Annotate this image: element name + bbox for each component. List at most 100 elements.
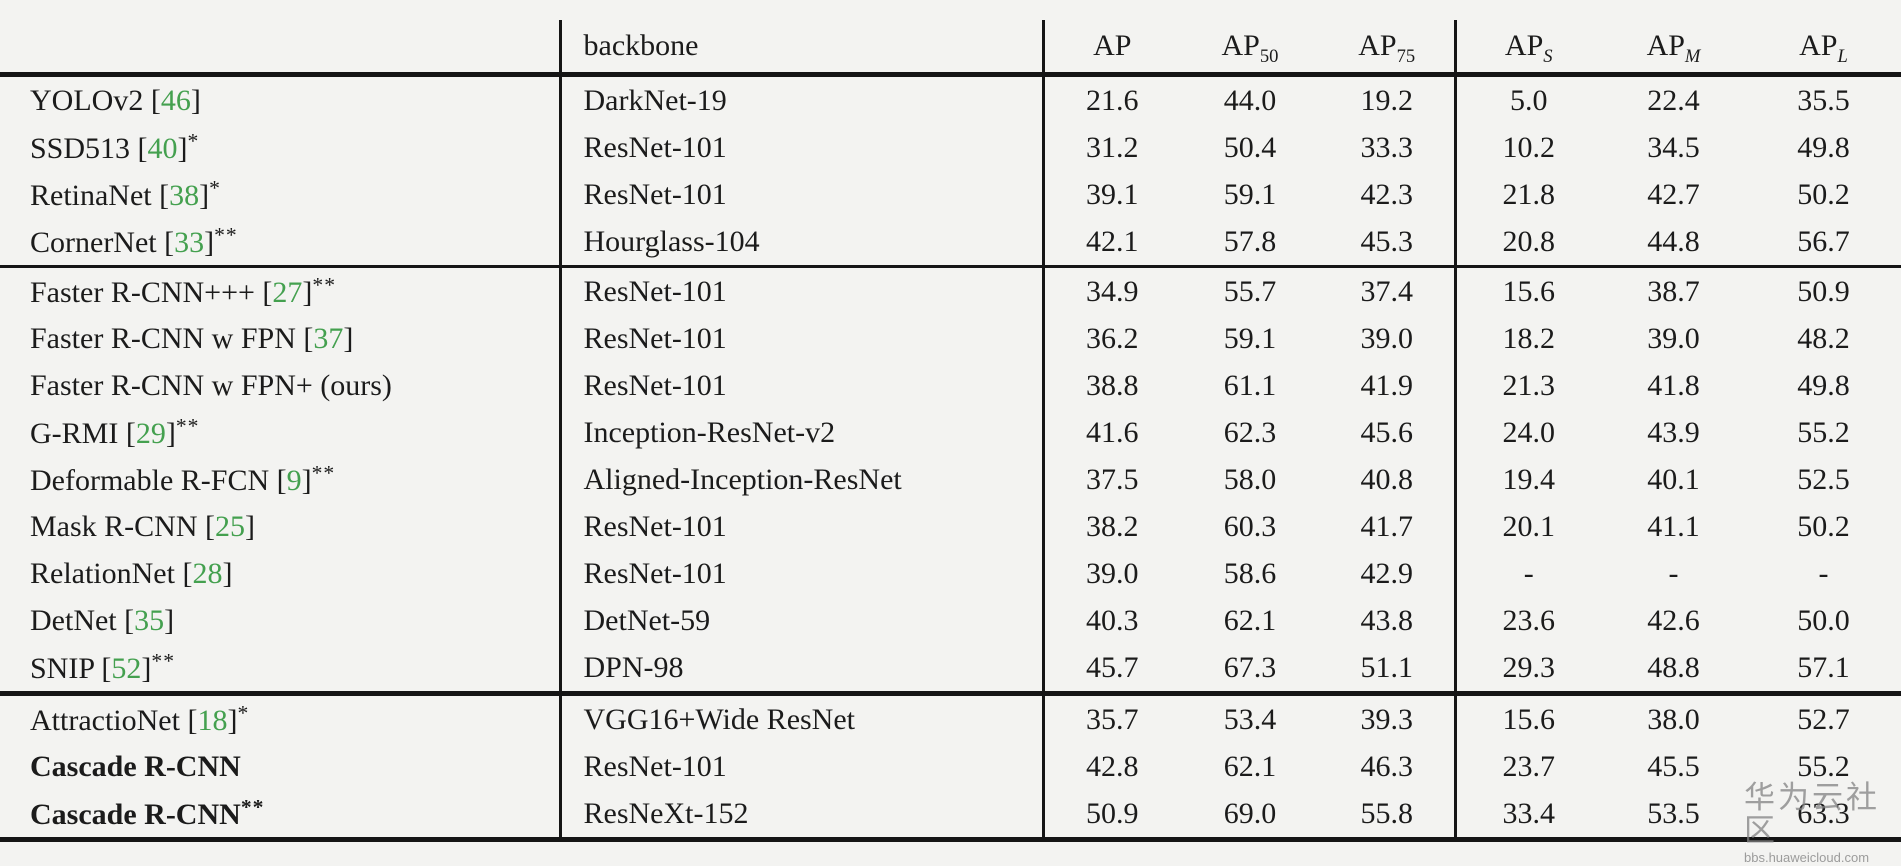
citation-number: 29	[135, 417, 166, 450]
method-name: Cascade R-CNN	[30, 798, 241, 831]
table-row: Cascade R-CNN** ResNeXt-152 50.9 69.0 55.8 33…	[0, 790, 1901, 842]
star-marker: **	[151, 649, 176, 673]
table-header: backbone AP AP50 AP75 APS APM APL	[0, 20, 1901, 77]
value-cell: 42.3	[1320, 171, 1457, 218]
value-cell: 50.2	[1797, 177, 1850, 211]
value-cell: 48.8	[1647, 650, 1700, 684]
value-cell: 53.5	[1601, 790, 1746, 842]
citation-bracket-open: [	[254, 276, 273, 309]
metric-label: AP	[1504, 29, 1544, 62]
value-cell: 23.7	[1502, 749, 1556, 783]
backbone-cell: DarkNet-19	[560, 74, 1045, 124]
value-cell: 35.5	[1797, 83, 1850, 117]
value-cell: 31.2	[1086, 130, 1139, 164]
star-marker: **	[312, 273, 337, 297]
citation-bracket-open: [	[156, 226, 175, 259]
value-cell: 56.7	[1797, 224, 1850, 258]
header-metric-ap: AP	[1043, 20, 1180, 77]
method-name: G-RMI	[30, 417, 119, 450]
method-name: Faster R-CNN w FPN	[30, 321, 296, 355]
value-cell: 41.6	[1086, 415, 1139, 449]
citation-number: 28	[192, 556, 223, 590]
backbone-cell: ResNet-101	[560, 124, 1045, 171]
watermark-subtitle: bbs.huaweicloud.com	[1744, 850, 1870, 866]
metric-subscript: 75	[1396, 46, 1416, 67]
backbone-cell: DetNet-59	[560, 597, 1045, 644]
value-cell: 67.3	[1223, 650, 1277, 684]
value-cell: 45.3	[1320, 218, 1457, 267]
value-cell: 39.1	[1086, 177, 1139, 211]
value-cell: 21.8	[1502, 177, 1556, 211]
table-row: AttractioNet [18]* VGG16+Wide ResNet 35.7 5…	[0, 691, 1901, 743]
citation-bracket-close: ]	[301, 464, 312, 497]
method-cell: AttractioNet [18]*	[0, 691, 562, 743]
backbone-cell: ResNet-101	[560, 362, 1045, 409]
citation-number: 25	[215, 509, 246, 543]
value-cell: 21.6	[1086, 83, 1139, 117]
method-name: RelationNet	[30, 556, 175, 590]
header-metric-apm: APM	[1601, 20, 1746, 77]
citation-bracket-close: ]	[199, 179, 210, 212]
value-cell: 50.9	[1043, 790, 1180, 842]
value-cell: -	[1818, 556, 1829, 590]
citation-bracket-open: [	[174, 556, 193, 590]
value-cell: 41.7	[1320, 503, 1457, 550]
method-cell: CornerNet [33]**	[0, 218, 562, 267]
method-name: Faster R-CNN w FPN+ (ours)	[30, 368, 392, 402]
star-marker: *	[237, 701, 250, 725]
value-cell: 53.4	[1180, 691, 1320, 743]
value-cell: 5.0	[1510, 83, 1548, 117]
value-cell: 34.5	[1647, 130, 1700, 164]
value-cell: -	[1523, 556, 1534, 590]
value-cell: 39.0	[1320, 315, 1457, 362]
citation-number: 9	[286, 464, 302, 497]
value-cell: 37.4	[1320, 265, 1457, 315]
value-cell: 38.8	[1086, 368, 1139, 402]
citation-bracket-close: ]	[165, 417, 176, 450]
table-group-2: Faster R-CNN+++ [27]** ResNet-101 34.9 55.7…	[0, 265, 1901, 694]
value-cell: 63.3	[1746, 790, 1901, 842]
table-row: CornerNet [33]** Hourglass-104 42.1 57.8 45.…	[0, 218, 1901, 267]
value-cell: 42.7	[1647, 177, 1700, 211]
citation-bracket-close: ]	[177, 132, 188, 165]
value-cell: 57.1	[1797, 650, 1850, 684]
header-row: backbone AP AP50 AP75 APS APM APL	[0, 20, 1901, 77]
value-cell: 36.2	[1086, 321, 1139, 355]
star-marker: **	[311, 461, 336, 485]
value-cell: 38.0	[1601, 691, 1746, 743]
citation-number: 33	[174, 226, 205, 259]
table-row: Deformable R-FCN [9]** Aligned-Inception-…	[0, 456, 1901, 503]
citation-number: 27	[272, 276, 303, 309]
value-cell: 39.0	[1086, 556, 1139, 590]
method-cell: Cascade R-CNN**	[0, 790, 562, 842]
citation-bracket-open: [	[179, 704, 198, 737]
method-cell: Faster R-CNN+++ [27]**	[0, 265, 562, 315]
value-cell: 50.0	[1797, 603, 1850, 637]
value-cell: 20.8	[1502, 224, 1556, 258]
value-cell: 57.8	[1223, 224, 1277, 258]
value-cell: 19.2	[1320, 74, 1457, 124]
backbone-cell: ResNet-101	[560, 315, 1045, 362]
value-cell: 60.3	[1223, 509, 1277, 543]
citation-bracket-close: ]	[204, 226, 215, 259]
method-cell: RetinaNet [38]*	[0, 171, 562, 218]
value-cell: 58.0	[1223, 462, 1277, 496]
method-cell: RelationNet [28]	[0, 550, 562, 597]
metric-label: AP	[1093, 29, 1132, 62]
table-row: Faster R-CNN+++ [27]** ResNet-101 34.9 55.7…	[0, 265, 1901, 315]
value-cell: 41.9	[1320, 362, 1457, 409]
value-cell: 42.1	[1086, 224, 1139, 258]
value-cell: 52.7	[1746, 691, 1901, 743]
backbone-cell: ResNet-101	[560, 743, 1045, 790]
backbone-cell: ResNet-101	[560, 550, 1045, 597]
citation-number: 37	[313, 321, 344, 355]
value-cell: 10.2	[1502, 130, 1556, 164]
value-cell: 45.7	[1086, 650, 1139, 684]
value-cell: 42.8	[1086, 749, 1139, 783]
value-cell: 69.0	[1180, 790, 1320, 842]
value-cell: 48.2	[1797, 321, 1850, 355]
citation-bracket-close: ]	[245, 509, 256, 543]
table-row: SNIP [52]** DPN-98 45.7 67.3 51.1 29.3 48.8 57.…	[0, 644, 1901, 694]
citation-number: 38	[169, 179, 200, 212]
